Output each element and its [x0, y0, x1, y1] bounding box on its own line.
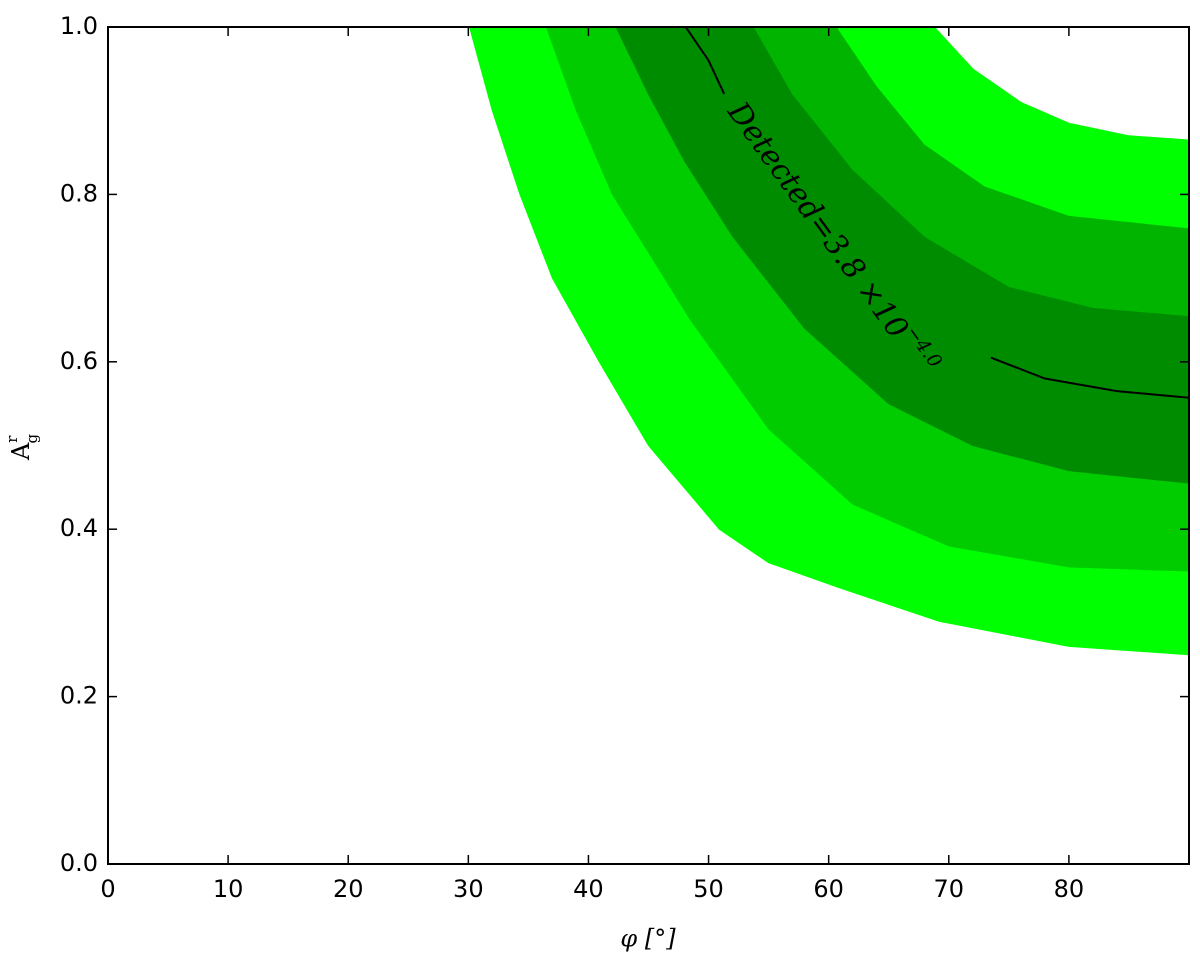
y-tick-label: 1.0: [60, 12, 98, 40]
x-tick-label: 40: [573, 875, 604, 903]
x-axis-label: φ [°]: [620, 925, 676, 953]
y-tick-label: 0.6: [60, 347, 98, 375]
x-tick-label: 60: [813, 875, 844, 903]
y-label-main: A: [7, 442, 35, 461]
y-tick-label: 0.0: [60, 849, 98, 877]
y-tick-label: 0.4: [60, 514, 98, 542]
y-tick-label: 0.2: [60, 682, 98, 710]
y-label-sub: g: [23, 434, 41, 444]
x-tick-label: 80: [1054, 875, 1085, 903]
x-tick-label: 20: [333, 875, 364, 903]
contour-fill: [469, 27, 1189, 656]
x-tick-label: 70: [934, 875, 965, 903]
plot-frame: [107, 26, 1190, 865]
axes: 0 10 20 30 40 50 60 70 80 0.0 0.2 0.4 0.6 0.8 1.0: [60, 12, 1190, 903]
x-tick-label: 30: [453, 875, 484, 903]
y-label-sup: r: [3, 435, 21, 443]
y-axis-label: Ar g: [3, 434, 41, 462]
x-tick-label: 50: [693, 875, 724, 903]
x-tick-label: 10: [213, 875, 244, 903]
contour-line: [684, 27, 1189, 399]
y-tick-label: 0.8: [60, 179, 98, 207]
x-tick-label: 0: [100, 875, 115, 903]
contour-band: [836, 27, 1189, 229]
